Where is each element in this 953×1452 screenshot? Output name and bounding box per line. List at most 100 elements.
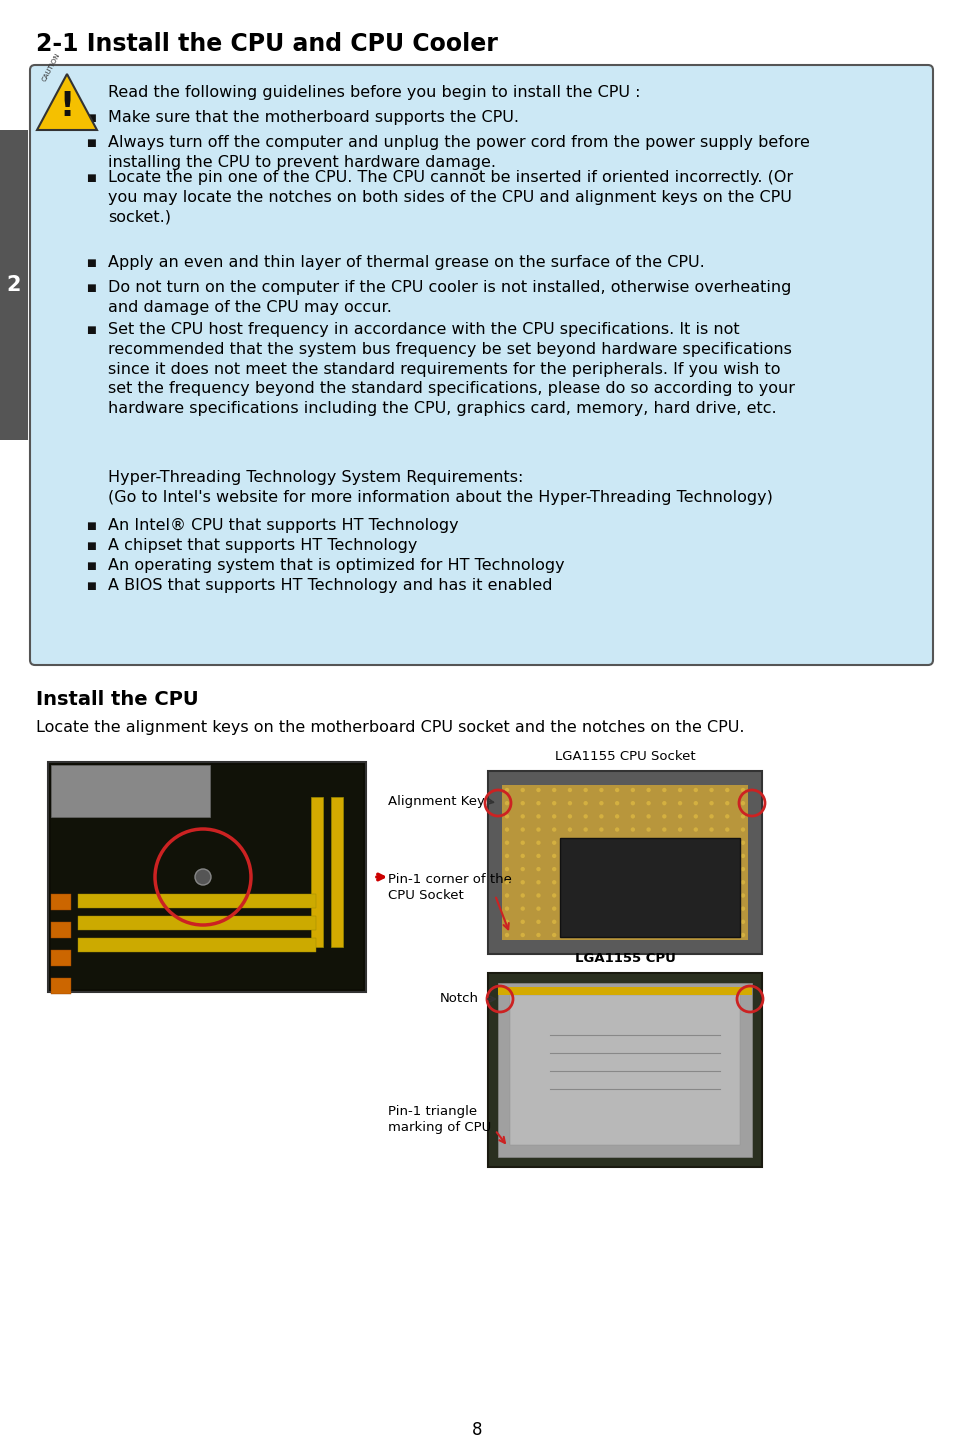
Circle shape — [615, 788, 618, 793]
Circle shape — [583, 815, 587, 819]
Circle shape — [740, 880, 744, 884]
Circle shape — [567, 932, 572, 937]
Circle shape — [520, 906, 524, 910]
Circle shape — [661, 919, 666, 923]
Circle shape — [552, 854, 556, 858]
Circle shape — [567, 893, 572, 897]
Circle shape — [598, 815, 603, 819]
Circle shape — [615, 802, 618, 806]
Circle shape — [740, 906, 744, 910]
Circle shape — [504, 854, 509, 858]
Circle shape — [646, 854, 650, 858]
Circle shape — [552, 828, 556, 832]
Text: ■: ■ — [86, 521, 95, 531]
Text: Make sure that the motherboard supports the CPU.: Make sure that the motherboard supports … — [108, 110, 518, 125]
FancyBboxPatch shape — [78, 916, 315, 929]
Circle shape — [504, 906, 509, 910]
Circle shape — [646, 906, 650, 910]
Text: Do not turn on the computer if the CPU cooler is not installed, otherwise overhe: Do not turn on the computer if the CPU c… — [108, 280, 791, 315]
Text: 8: 8 — [471, 1422, 482, 1439]
Circle shape — [520, 932, 524, 937]
Circle shape — [678, 893, 681, 897]
FancyBboxPatch shape — [501, 786, 747, 939]
Circle shape — [598, 788, 603, 793]
Circle shape — [709, 841, 713, 845]
Circle shape — [520, 828, 524, 832]
Circle shape — [504, 841, 509, 845]
Circle shape — [583, 841, 587, 845]
Circle shape — [678, 880, 681, 884]
Circle shape — [615, 893, 618, 897]
FancyBboxPatch shape — [78, 938, 315, 953]
Circle shape — [583, 854, 587, 858]
Circle shape — [504, 815, 509, 819]
FancyBboxPatch shape — [311, 797, 323, 947]
Text: ■: ■ — [86, 173, 95, 183]
Text: ■: ■ — [86, 581, 95, 591]
Text: ■: ■ — [86, 560, 95, 571]
Circle shape — [520, 788, 524, 793]
Circle shape — [598, 802, 603, 806]
Circle shape — [709, 828, 713, 832]
Circle shape — [678, 867, 681, 871]
Circle shape — [646, 893, 650, 897]
Circle shape — [661, 932, 666, 937]
Circle shape — [678, 828, 681, 832]
Text: Locate the pin one of the CPU. The CPU cannot be inserted if oriented incorrectl: Locate the pin one of the CPU. The CPU c… — [108, 170, 792, 225]
Circle shape — [552, 919, 556, 923]
Circle shape — [552, 893, 556, 897]
Circle shape — [520, 841, 524, 845]
Circle shape — [709, 932, 713, 937]
Circle shape — [598, 919, 603, 923]
Circle shape — [552, 788, 556, 793]
Circle shape — [567, 815, 572, 819]
Circle shape — [630, 788, 635, 793]
Circle shape — [678, 788, 681, 793]
Circle shape — [583, 893, 587, 897]
Circle shape — [678, 815, 681, 819]
Circle shape — [724, 802, 729, 806]
Circle shape — [583, 906, 587, 910]
Text: Alignment Key: Alignment Key — [388, 794, 484, 807]
Circle shape — [740, 802, 744, 806]
Circle shape — [678, 854, 681, 858]
Circle shape — [504, 880, 509, 884]
Text: Pin-1 triangle
marking of CPU: Pin-1 triangle marking of CPU — [388, 1105, 491, 1134]
Circle shape — [724, 815, 729, 819]
Circle shape — [615, 932, 618, 937]
Circle shape — [646, 867, 650, 871]
Text: Set the CPU host frequency in accordance with the CPU specifications. It is not
: Set the CPU host frequency in accordance… — [108, 322, 794, 417]
Circle shape — [661, 880, 666, 884]
Circle shape — [536, 919, 540, 923]
Circle shape — [615, 841, 618, 845]
Circle shape — [630, 854, 635, 858]
Circle shape — [567, 788, 572, 793]
Circle shape — [709, 815, 713, 819]
FancyBboxPatch shape — [51, 765, 363, 989]
Circle shape — [520, 802, 524, 806]
Circle shape — [615, 815, 618, 819]
Text: ■: ■ — [86, 258, 95, 269]
Circle shape — [693, 815, 698, 819]
Circle shape — [693, 788, 698, 793]
Circle shape — [583, 788, 587, 793]
Polygon shape — [37, 74, 97, 131]
Circle shape — [661, 815, 666, 819]
Circle shape — [646, 919, 650, 923]
Circle shape — [724, 893, 729, 897]
Circle shape — [598, 906, 603, 910]
FancyBboxPatch shape — [331, 797, 343, 947]
FancyBboxPatch shape — [51, 765, 210, 817]
Circle shape — [567, 880, 572, 884]
Circle shape — [536, 815, 540, 819]
Circle shape — [709, 919, 713, 923]
Circle shape — [583, 880, 587, 884]
Circle shape — [536, 880, 540, 884]
Circle shape — [567, 828, 572, 832]
Circle shape — [536, 828, 540, 832]
FancyBboxPatch shape — [51, 894, 71, 910]
Circle shape — [724, 828, 729, 832]
Circle shape — [661, 854, 666, 858]
Text: Notch: Notch — [439, 993, 478, 1005]
Circle shape — [740, 919, 744, 923]
